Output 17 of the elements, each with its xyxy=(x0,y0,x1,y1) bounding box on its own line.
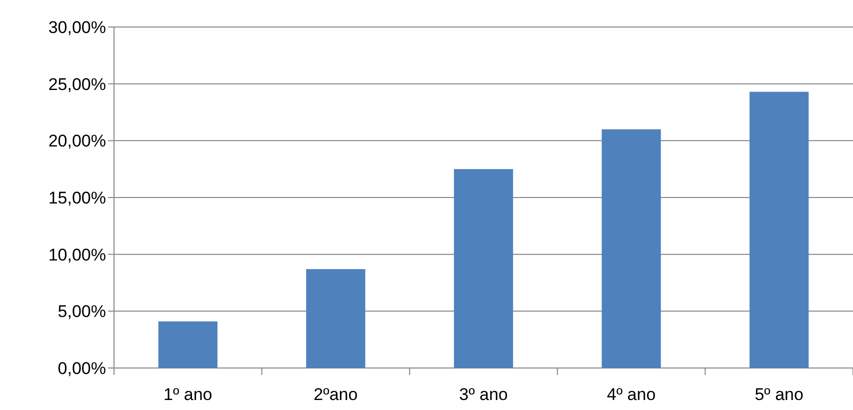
x-tick-label: 4º ano xyxy=(606,385,656,404)
bar xyxy=(750,92,809,368)
bar xyxy=(306,269,366,368)
y-tick-label: 5,00% xyxy=(58,302,106,322)
x-tick-label: 1º ano xyxy=(164,385,212,404)
y-tick-label: 0,00% xyxy=(58,358,106,378)
y-tick-label: 25,00% xyxy=(48,74,106,94)
y-tick-label: 15,00% xyxy=(48,188,106,208)
bar xyxy=(454,169,514,368)
x-tick-label: 5º ano xyxy=(754,385,804,404)
x-tick-label: 2ºano xyxy=(314,385,358,404)
y-tick-label: 10,00% xyxy=(48,245,106,264)
y-tick-label: 30,00% xyxy=(48,18,106,37)
bar xyxy=(602,129,661,368)
bar xyxy=(158,321,218,368)
x-tick-label: 3º ano xyxy=(459,385,508,404)
y-tick-label: 20,00% xyxy=(48,132,106,151)
